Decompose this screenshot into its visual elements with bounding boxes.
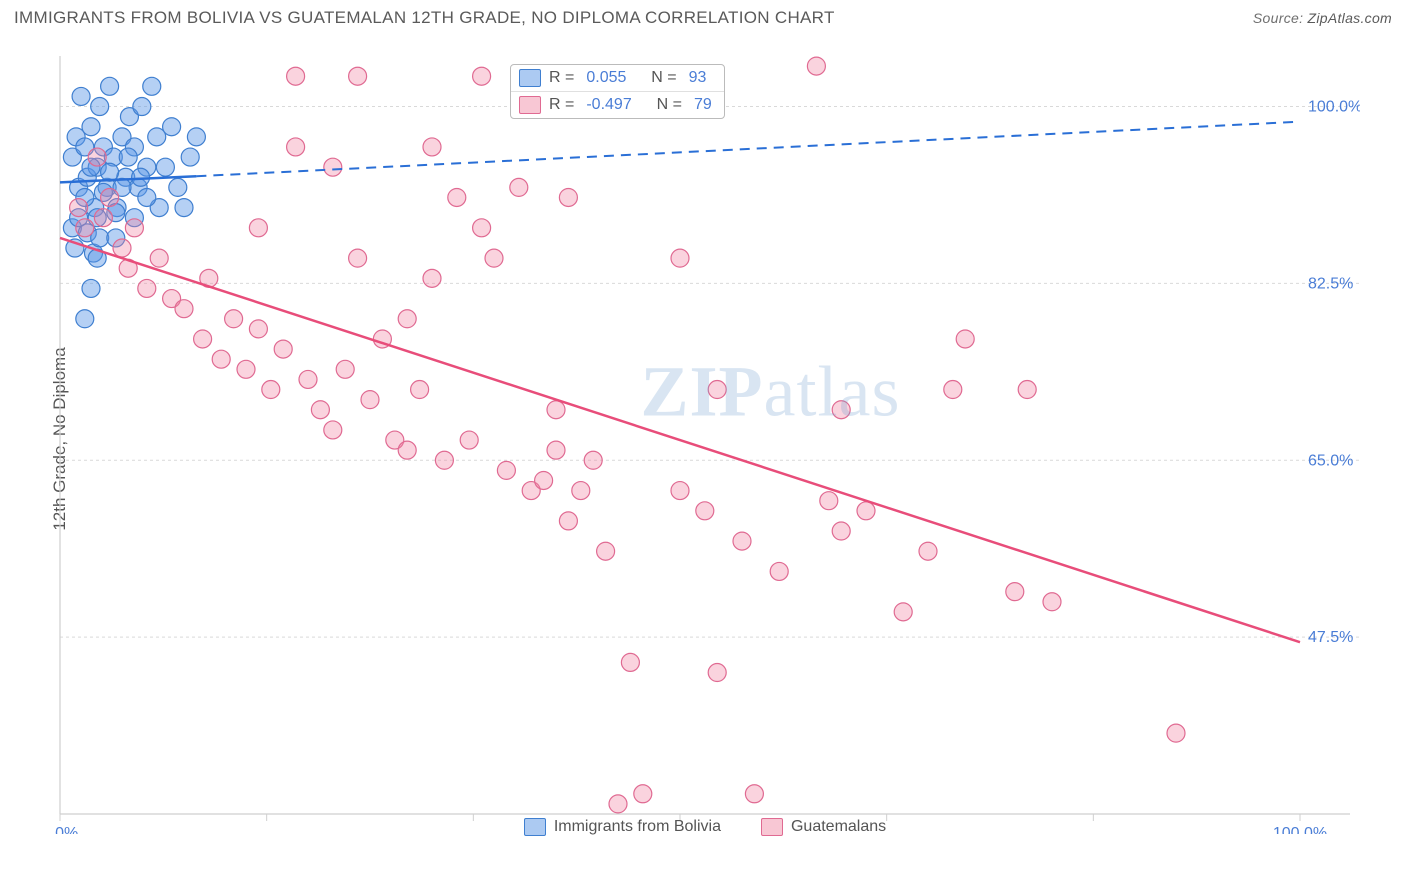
n-label: N = xyxy=(657,96,682,114)
n-value: 93 xyxy=(689,69,707,87)
scatter-plot-svg: 47.5%65.0%82.5%100.0%0.0%100.0% xyxy=(50,44,1360,834)
n-label: N = xyxy=(651,69,676,87)
stats-legend: R = 0.055 N = 93 R = -0.497 N = 79 xyxy=(510,64,725,119)
stats-row-bolivia: R = 0.055 N = 93 xyxy=(511,65,724,91)
plot-area: 12th Grade, No Diploma 47.5%65.0%82.5%10… xyxy=(50,44,1360,834)
svg-text:100.0%: 100.0% xyxy=(1308,99,1360,116)
svg-text:82.5%: 82.5% xyxy=(1308,275,1353,292)
swatch-blue-icon xyxy=(519,69,541,87)
r-label: R = xyxy=(549,69,574,87)
r-value: 0.055 xyxy=(586,69,626,87)
r-label: R = xyxy=(549,96,574,114)
svg-text:47.5%: 47.5% xyxy=(1308,629,1353,646)
svg-text:65.0%: 65.0% xyxy=(1308,452,1353,469)
legend-label: Immigrants from Bolivia xyxy=(554,818,721,836)
title-bar: IMMIGRANTS FROM BOLIVIA VS GUATEMALAN 12… xyxy=(0,0,1406,32)
swatch-pink-icon xyxy=(761,818,783,836)
swatch-blue-icon xyxy=(524,818,546,836)
source-link[interactable]: ZipAtlas.com xyxy=(1307,10,1392,26)
series-legend: Immigrants from Bolivia Guatemalans xyxy=(50,818,1360,836)
swatch-pink-icon xyxy=(519,96,541,114)
source-label: Source: xyxy=(1253,10,1303,26)
r-value: -0.497 xyxy=(586,96,631,114)
source-attribution: Source: ZipAtlas.com xyxy=(1253,10,1392,26)
n-value: 79 xyxy=(694,96,712,114)
stats-row-guatemalans: R = -0.497 N = 79 xyxy=(511,91,724,118)
legend-label: Guatemalans xyxy=(791,818,886,836)
chart-title: IMMIGRANTS FROM BOLIVIA VS GUATEMALAN 12… xyxy=(14,8,835,28)
legend-item-guatemalans: Guatemalans xyxy=(761,818,886,836)
legend-item-bolivia: Immigrants from Bolivia xyxy=(524,818,721,836)
